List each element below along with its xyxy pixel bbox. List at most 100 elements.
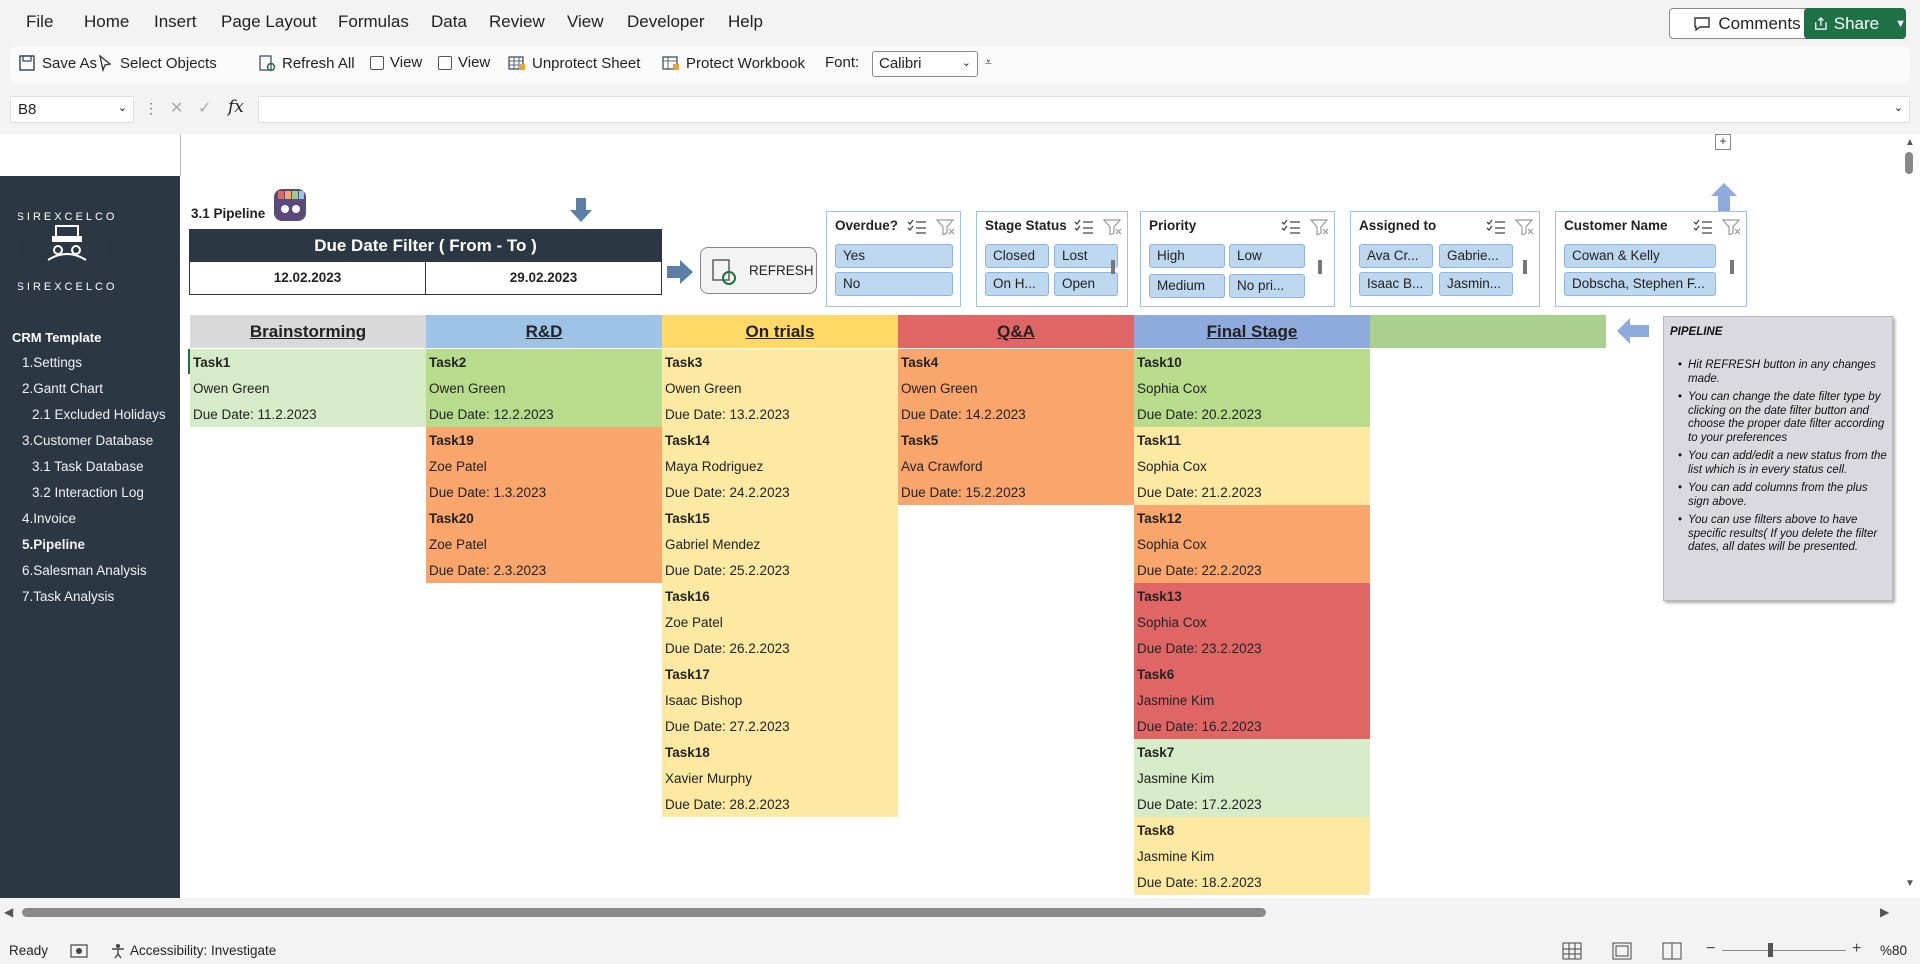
task-card[interactable]: Task15 Gabriel Mendez Due Date: 25.2.2023 (662, 505, 898, 583)
slicer-scrollbar[interactable] (1730, 260, 1734, 274)
add-column-plus-icon[interactable]: + (1715, 134, 1731, 150)
macro-record-icon[interactable] (70, 943, 88, 959)
menu-page-layout[interactable]: Page Layout (221, 12, 317, 31)
slicer-option[interactable]: On H... (985, 272, 1049, 296)
comments-button[interactable]: Comments (1669, 8, 1826, 39)
clear-filter-icon[interactable] (1102, 219, 1123, 236)
slicer-option[interactable]: Yes (835, 244, 953, 268)
chevron-down-icon[interactable]: ⌄ (1893, 102, 1903, 114)
multi-select-icon[interactable] (1281, 219, 1301, 235)
checkbox-icon[interactable] (370, 55, 384, 70)
slicer-option[interactable]: Lost (1054, 244, 1118, 268)
task-card[interactable]: Task18 Xavier Murphy Due Date: 28.2.2023 (662, 739, 898, 817)
font-select[interactable]: Calibri ⌄ (872, 51, 978, 77)
slicer-option[interactable]: Dobscha, Stephen F... (1564, 272, 1716, 296)
task-card[interactable]: Task14 Maya Rodriguez Due Date: 24.2.2023 (662, 427, 898, 505)
refresh-all-button[interactable]: Refresh All (258, 54, 355, 72)
slicer-scrollbar[interactable] (1523, 260, 1527, 274)
confirm-icon[interactable]: ✓ (198, 100, 212, 117)
slicer-scrollbar[interactable] (1111, 260, 1115, 274)
task-card[interactable]: Task12 Sophia Cox Due Date: 22.2.2023 (1134, 505, 1370, 583)
clear-filter-icon[interactable] (1309, 219, 1330, 236)
column-header-empty[interactable] (1370, 315, 1606, 348)
menu-file[interactable]: File (26, 12, 54, 31)
sidebar-item-5-pipeline[interactable]: 5.Pipeline (22, 537, 86, 552)
menu-home[interactable]: Home (84, 12, 130, 31)
sidebar-item-7-task-analysis[interactable]: 7.Task Analysis (22, 589, 115, 604)
multi-select-icon[interactable] (1074, 219, 1094, 235)
sidebar-item-1-settings[interactable]: 1.Settings (22, 355, 83, 370)
share-dropdown-icon[interactable]: ▼ (1895, 17, 1906, 30)
column-header-r-d[interactable]: R&D (426, 315, 662, 348)
task-card[interactable]: Task19 Zoe Patel Due Date: 1.3.2023 (426, 427, 662, 505)
slicer-option[interactable]: High (1149, 244, 1225, 268)
task-card[interactable]: Task1 Owen Green Due Date: 11.2.2023 (190, 349, 426, 427)
clear-filter-icon[interactable] (935, 219, 956, 236)
task-card[interactable]: Task20 Zoe Patel Due Date: 2.3.2023 (426, 505, 662, 583)
menu-review[interactable]: Review (489, 12, 545, 31)
slicer-option[interactable]: Medium (1149, 274, 1225, 298)
view-checkbox-1[interactable]: View (370, 54, 422, 71)
task-card[interactable]: Task5 Ava Crawford Due Date: 15.2.2023 (898, 427, 1134, 505)
menu-insert[interactable]: Insert (154, 12, 197, 31)
task-card[interactable]: Task2 Owen Green Due Date: 12.2.2023 (426, 349, 662, 427)
column-header-brainstorming[interactable]: Brainstorming (190, 315, 426, 348)
save-as-button[interactable]: Save As (18, 54, 97, 72)
more-options-icon[interactable]: ⋮ (144, 100, 158, 116)
scroll-down-icon[interactable]: ▼ (1905, 878, 1915, 889)
task-card[interactable]: Task4 Owen Green Due Date: 14.2.2023 (898, 349, 1134, 427)
horizontal-scroll-thumb[interactable] (22, 908, 1266, 917)
menu-view[interactable]: View (567, 12, 604, 31)
task-card[interactable]: Task11 Sophia Cox Due Date: 21.2.2023 (1134, 427, 1370, 505)
multi-select-icon[interactable] (1486, 219, 1506, 235)
zoom-slider-thumb[interactable] (1768, 943, 1773, 957)
unprotect-sheet-button[interactable]: Unprotect Sheet (508, 54, 640, 72)
slicer-option[interactable]: Gabrie... (1439, 244, 1513, 268)
toolbar-overflow-icon[interactable]: ⩡ (985, 55, 992, 69)
sidebar-item-2-1-excluded-holidays[interactable]: 2.1 Excluded Holidays (32, 407, 166, 422)
slicer-option[interactable]: Closed (985, 244, 1049, 268)
share-button[interactable]: Share ▼ (1804, 8, 1906, 39)
task-card[interactable]: Task13 Sophia Cox Due Date: 23.2.2023 (1134, 583, 1370, 661)
task-card[interactable]: Task6 Jasmine Kim Due Date: 16.2.2023 (1134, 661, 1370, 739)
page-break-view-icon[interactable] (1662, 942, 1682, 960)
menu-developer[interactable]: Developer (627, 12, 705, 31)
zoom-in-icon[interactable]: + (1852, 940, 1862, 957)
cancel-icon[interactable]: ✕ (170, 100, 184, 117)
sidebar-item-4-invoice[interactable]: 4.Invoice (22, 511, 77, 526)
slicer-option[interactable]: Ava Cr... (1359, 244, 1433, 268)
zoom-level[interactable]: %80 (1880, 943, 1908, 958)
view-checkbox-2[interactable]: View (438, 54, 490, 71)
checkbox-icon[interactable] (438, 55, 452, 70)
menu-data[interactable]: Data (431, 12, 467, 31)
scroll-left-icon[interactable]: ◀ (4, 905, 14, 919)
function-icon[interactable]: fx (228, 97, 244, 117)
sidebar-item-3-customer-database[interactable]: 3.Customer Database (22, 433, 154, 448)
task-card[interactable]: Task7 Jasmine Kim Due Date: 17.2.2023 (1134, 739, 1370, 817)
scroll-up-icon[interactable]: ▲ (1905, 137, 1915, 148)
page-layout-view-icon[interactable] (1612, 942, 1632, 960)
slicer-option[interactable]: Isaac B... (1359, 272, 1433, 296)
accessibility-status[interactable]: Accessibility: Investigate (130, 943, 277, 958)
scroll-right-icon[interactable]: ▶ (1880, 905, 1890, 919)
sidebar-item-3-1-task-database[interactable]: 3.1 Task Database (32, 459, 144, 474)
multi-select-icon[interactable] (907, 219, 927, 235)
column-header-final-stage[interactable]: Final Stage (1134, 315, 1370, 348)
slicer-option[interactable]: Low (1229, 244, 1305, 268)
slicer-option[interactable]: No (835, 272, 953, 296)
multi-select-icon[interactable] (1693, 219, 1713, 235)
sidebar-item-3-2-interaction-log[interactable]: 3.2 Interaction Log (32, 485, 144, 500)
date-to-cell[interactable]: 29.02.2023 (509, 270, 578, 285)
task-card[interactable]: Task10 Sophia Cox Due Date: 20.2.2023 (1134, 349, 1370, 427)
column-header-on-trials[interactable]: On trials (662, 315, 898, 348)
task-card[interactable]: Task3 Owen Green Due Date: 13.2.2023 (662, 349, 898, 427)
sidebar-item-6-salesman-analysis[interactable]: 6.Salesman Analysis (22, 563, 147, 578)
task-card[interactable]: Task8 Jasmine Kim Due Date: 18.2.2023 (1134, 817, 1370, 895)
zoom-out-icon[interactable]: − (1706, 940, 1716, 957)
column-header-q-a[interactable]: Q&A (898, 315, 1134, 348)
slicer-option[interactable]: Jasmin... (1439, 272, 1513, 296)
date-from-cell[interactable]: 12.02.2023 (190, 262, 426, 294)
clear-filter-icon[interactable] (1514, 219, 1535, 236)
slicer-option[interactable]: Cowan & Kelly (1564, 244, 1716, 268)
select-objects-button[interactable]: Select Objects (96, 54, 217, 72)
